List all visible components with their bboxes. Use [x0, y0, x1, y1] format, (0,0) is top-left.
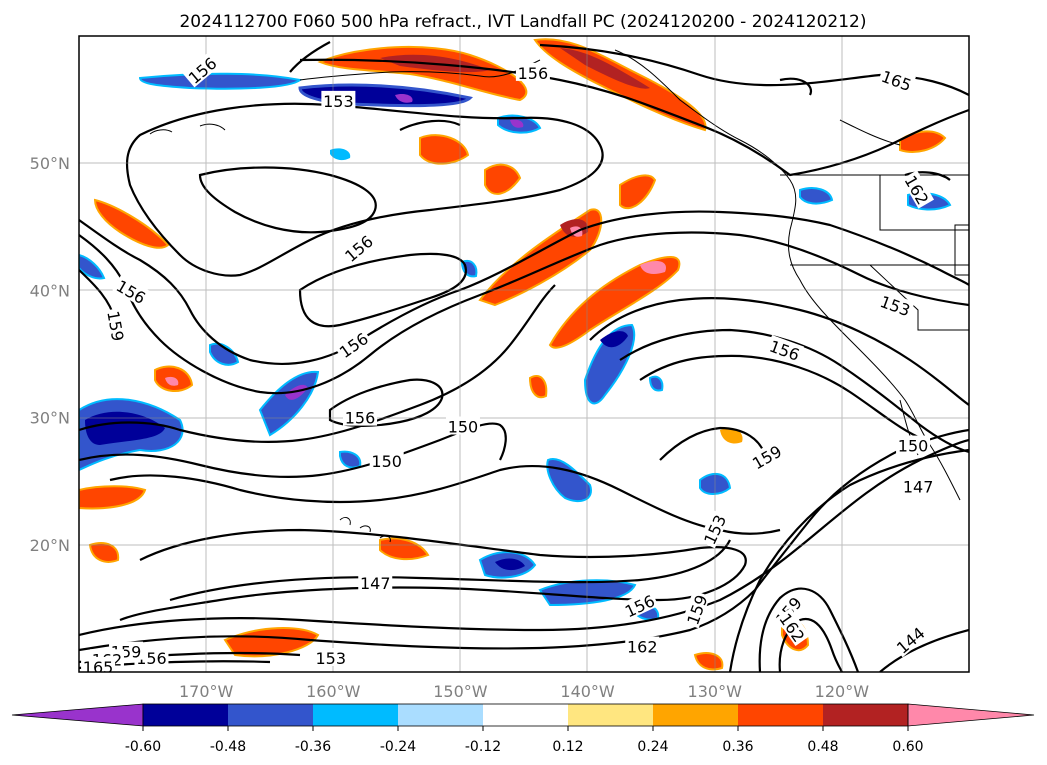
colorbar-segment [483, 704, 568, 726]
lon-tick-label: 160°W [306, 682, 361, 701]
contour-label-background [81, 656, 116, 672]
contour-label-background [333, 327, 373, 362]
colorbar-frame [142, 703, 909, 727]
contour-label: 153 [323, 92, 354, 111]
colorbar-tick-label: -0.36 [295, 739, 331, 755]
lon-tick-label: 120°W [815, 682, 870, 701]
contour-label-background [681, 590, 711, 629]
contour-label: 156 [518, 64, 549, 83]
map-frame [78, 35, 970, 673]
contour-label-background [182, 51, 221, 88]
contour-label-background [620, 589, 659, 621]
colorbar-segment [653, 704, 738, 726]
lat-tick-label: 40°N [30, 281, 70, 300]
colorbar: -0.60 -0.48 -0.36 -0.24 -0.12 0.12 0.24 0.36 0.4… [11, 703, 1035, 755]
colorbar-segment [313, 704, 398, 726]
lon-tick-label: 130°W [688, 682, 743, 701]
colorbar-tick-label: 0.24 [637, 739, 668, 755]
contour-label-background [896, 435, 931, 454]
contour-label-background [369, 450, 404, 469]
contour-label-background [112, 274, 151, 308]
contour-label: 150 [448, 418, 479, 437]
colorbar-tick-label: -0.48 [210, 739, 246, 755]
colorbar-segment [143, 704, 228, 726]
lat-tick-label: 50°N [30, 154, 70, 173]
lat-tick-label: 20°N [30, 536, 70, 555]
colorbar-tick-label: 0.48 [807, 739, 838, 755]
colorbar-segment [398, 704, 483, 726]
contour-label-background [321, 90, 356, 109]
contour-label-background [876, 290, 915, 319]
contour-label-background [445, 416, 480, 435]
contour-label-background [901, 476, 936, 495]
contour-label: 156 [345, 409, 376, 428]
contour-label: 165 [83, 658, 114, 677]
contour-label-background [891, 621, 929, 658]
map-gridlines [79, 36, 969, 672]
colorbar-tick-label: 0.60 [892, 739, 923, 755]
colorbar-segment [823, 704, 908, 726]
contour-label-background [342, 407, 377, 426]
latitude-tick-labels: 20°N 30°N 40°N 50°N [30, 154, 70, 555]
contour-label-background [515, 62, 550, 81]
contour-label: 162 [627, 638, 658, 657]
contour-label-background [698, 509, 730, 549]
chart-title: 2024112700 F060 500 hPa refract., IVT La… [179, 12, 866, 32]
contour-label: 150 [898, 437, 929, 456]
contour-label-background [313, 648, 348, 667]
contour-label-background [765, 334, 805, 364]
contour-label-background [901, 170, 935, 209]
colorbar-tick-label: -0.60 [125, 739, 161, 755]
contour-label: 147 [903, 477, 934, 496]
longitude-tick-labels: 170°W 160°W 150°W 140°W 130°W 120°W [179, 682, 869, 701]
colorbar-segments [11, 703, 1035, 727]
colorbar-tick-label: 0.36 [722, 739, 753, 755]
contour-label: 147 [360, 574, 391, 593]
lon-tick-label: 170°W [179, 682, 234, 701]
contour-label-background [877, 65, 916, 94]
colorbar-tick-label: -0.24 [380, 739, 416, 755]
contour-label-background [339, 229, 377, 266]
lat-tick-label: 30°N [30, 409, 70, 428]
contour-label-background [775, 607, 811, 646]
colorbar-segment [568, 704, 653, 726]
contour-lines [79, 41, 969, 672]
colorbar-tick-labels: -0.60 -0.48 -0.36 -0.24 -0.12 0.12 0.24 0.36 0.4… [125, 726, 924, 755]
contour-label: 153 [315, 649, 346, 668]
contour-label-background [105, 307, 129, 345]
colorbar-segment [738, 704, 823, 726]
contour-label-background [358, 572, 393, 591]
contour-label-background [747, 439, 786, 473]
lon-tick-label: 150°W [433, 682, 488, 701]
colorbar-segment [228, 704, 313, 726]
colorbar-tick-label: 0.12 [552, 739, 583, 755]
contour-label-background [625, 636, 660, 655]
lon-tick-label: 140°W [560, 682, 615, 701]
contour-label: 156 [136, 649, 167, 668]
coastlines [149, 49, 969, 543]
colorbar-extend-high [907, 703, 1035, 727]
contour-label: 150 [371, 452, 402, 471]
colorbar-extend-low [11, 703, 144, 727]
colorbar-tick-label: -0.12 [465, 739, 501, 755]
